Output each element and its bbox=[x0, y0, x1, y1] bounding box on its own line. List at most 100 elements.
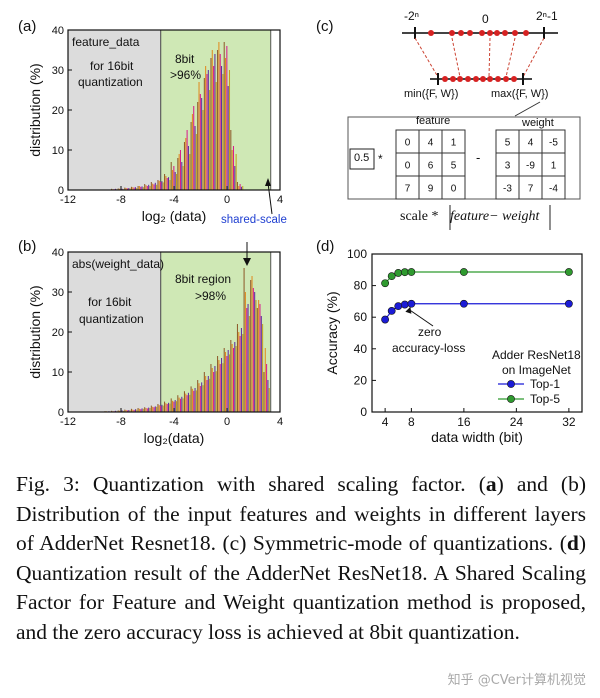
watermark: 知乎 @CVer计算机视觉 bbox=[447, 673, 586, 688]
y-tick-label: 20 bbox=[52, 327, 64, 339]
histogram-bar bbox=[234, 342, 236, 412]
data-point-top-5 bbox=[381, 279, 390, 288]
histogram-bar bbox=[251, 276, 253, 412]
bottom-dot bbox=[487, 76, 493, 82]
data-point-top-5 bbox=[564, 268, 573, 276]
histogram-bar bbox=[231, 150, 233, 190]
dash-left bbox=[414, 37, 439, 78]
matrix-cell-value: 1 bbox=[551, 161, 557, 172]
histogram-bar bbox=[125, 410, 127, 412]
histogram-bar bbox=[206, 380, 208, 412]
histogram-bar bbox=[150, 182, 152, 190]
bottom-dot bbox=[465, 76, 471, 82]
histogram-bar bbox=[248, 316, 250, 412]
histogram-bar bbox=[246, 308, 248, 412]
x-tick-label: 16 bbox=[457, 415, 471, 429]
bottom-dot bbox=[511, 76, 517, 82]
top-dot bbox=[479, 30, 485, 36]
matrix-cell-value: 4 bbox=[428, 138, 434, 149]
bottom-dot bbox=[503, 76, 509, 82]
matrix-cell-box bbox=[441, 175, 466, 200]
histogram-bar bbox=[191, 114, 193, 190]
histogram-bar bbox=[198, 82, 200, 190]
y-tick-label: 40 bbox=[354, 342, 368, 356]
histogram-bar bbox=[142, 408, 144, 412]
histogram-bar bbox=[178, 397, 180, 412]
matrix-cell-value: 5 bbox=[505, 138, 511, 149]
histogram-bar bbox=[254, 292, 256, 412]
top-dot bbox=[458, 30, 464, 36]
histogram-bar bbox=[214, 54, 216, 190]
histogram-bar bbox=[115, 410, 117, 412]
matrix-cell-value: 7 bbox=[405, 184, 411, 195]
panel-c-label: (c) bbox=[316, 18, 334, 35]
bottom-dot bbox=[495, 76, 501, 82]
histogram-bar bbox=[256, 308, 258, 412]
x-tick-label: 32 bbox=[562, 415, 576, 429]
histogram-bar bbox=[122, 410, 125, 412]
histogram-bar bbox=[258, 300, 260, 412]
histogram-bar bbox=[230, 340, 232, 412]
histogram-bar bbox=[148, 407, 150, 412]
histogram-bar bbox=[178, 154, 180, 190]
matrix-cell-value: 0 bbox=[405, 138, 411, 149]
histogram-bar bbox=[142, 187, 144, 190]
histogram-bar bbox=[183, 142, 185, 190]
histogram-bar bbox=[210, 364, 212, 412]
panel-a-region-1: 8bit bbox=[175, 52, 195, 66]
histogram-bar bbox=[240, 186, 242, 190]
histogram-bar bbox=[164, 401, 166, 412]
x-tick-label: 8 bbox=[408, 415, 415, 429]
feature-label: feature bbox=[416, 115, 451, 127]
panel-a-label: (a) bbox=[18, 18, 37, 35]
legend-title-2: on ImageNet bbox=[502, 363, 571, 377]
histogram-bar bbox=[153, 407, 155, 412]
histogram-bar bbox=[132, 409, 134, 412]
top-left-label: -2ⁿ bbox=[404, 9, 420, 23]
zero-loss-arrow bbox=[409, 309, 434, 327]
y-tick-label: 40 bbox=[52, 25, 64, 37]
histogram-bar bbox=[138, 186, 140, 190]
histogram-bar bbox=[179, 150, 181, 190]
histogram-bar bbox=[162, 405, 164, 412]
histogram-bar bbox=[238, 332, 240, 412]
caption-d-bold: d bbox=[566, 531, 579, 555]
histogram-bar bbox=[215, 82, 217, 190]
top-dot bbox=[487, 30, 493, 36]
figure-caption: Fig. 3: Quantization with shared scaling… bbox=[16, 470, 586, 647]
matrix-cell-value: 0 bbox=[451, 184, 457, 195]
top-dot bbox=[523, 30, 529, 36]
histogram-bar bbox=[161, 404, 163, 412]
top-dot bbox=[512, 30, 518, 36]
x-tick-label: -12 bbox=[60, 416, 76, 428]
histogram-bar bbox=[134, 409, 136, 412]
data-point-top-1 bbox=[564, 299, 573, 308]
histogram-bar bbox=[141, 408, 143, 412]
histogram-bar bbox=[175, 174, 178, 190]
histogram-bar bbox=[198, 383, 200, 412]
y-tick-label: 30 bbox=[52, 65, 64, 77]
histogram-bar bbox=[252, 288, 254, 412]
histogram-bar bbox=[158, 180, 160, 190]
histogram-bar bbox=[140, 186, 142, 190]
histogram-bar bbox=[152, 183, 154, 190]
histogram-bar bbox=[157, 180, 159, 190]
histogram-bar bbox=[239, 184, 241, 190]
histogram-bar bbox=[169, 180, 171, 190]
shared-scale-arrowhead bbox=[265, 178, 271, 186]
x-tick-label: 24 bbox=[510, 415, 524, 429]
histogram-bar bbox=[189, 394, 191, 412]
scale-value: 0.5 bbox=[354, 152, 370, 164]
histogram-bar bbox=[201, 98, 203, 190]
region-16bit bbox=[67, 29, 162, 191]
histogram-bar bbox=[243, 268, 245, 412]
histogram-bar bbox=[168, 177, 170, 190]
histogram-bar bbox=[226, 46, 228, 190]
histogram-bar bbox=[145, 185, 147, 190]
histogram-bar bbox=[191, 388, 193, 412]
panel-d: (d) 4 8 16 24 32 0 20 40 60 80 100 data width (bit)… bbox=[300, 232, 600, 462]
data-point-top-1 bbox=[387, 306, 396, 315]
data-point-top-5 bbox=[407, 268, 416, 276]
histogram-bar bbox=[201, 382, 203, 412]
dash-mid-2 bbox=[488, 37, 491, 78]
